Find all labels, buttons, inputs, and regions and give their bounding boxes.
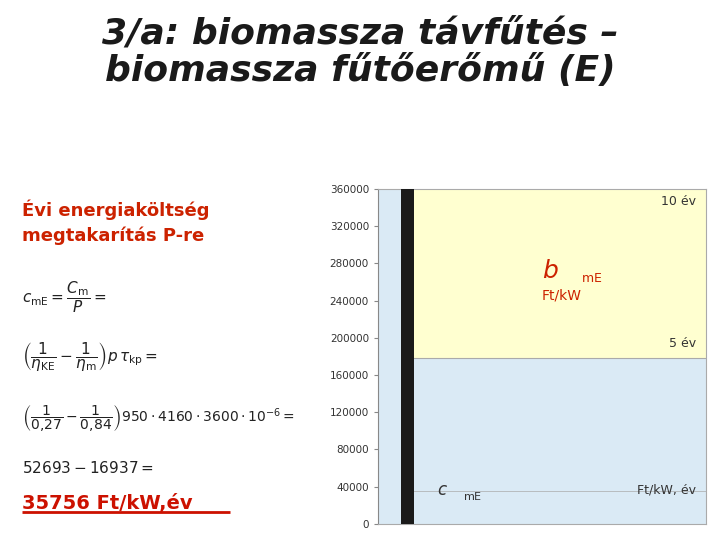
Text: 10 év: 10 év — [661, 194, 696, 207]
Text: Ft/kW, év: Ft/kW, év — [636, 484, 696, 497]
Text: $\mathrm{mE}$: $\mathrm{mE}$ — [581, 272, 603, 285]
Bar — [401, 189, 414, 524]
Bar — [408, 189, 706, 357]
Text: $52693 - 16937 =$: $52693 - 16937 =$ — [22, 460, 153, 476]
Text: $\mathrm{mE}$: $\mathrm{mE}$ — [463, 490, 482, 502]
Text: 5 év: 5 év — [669, 338, 696, 350]
Text: Évi energiaköltség
megtakarítás P-re: Évi energiaköltség megtakarítás P-re — [22, 199, 209, 245]
Text: $c_\mathrm{mE} = \dfrac{C_\mathrm{m}}{P} =$: $c_\mathrm{mE} = \dfrac{C_\mathrm{m}}{P}… — [22, 279, 106, 315]
Text: $\left(\dfrac{1}{\eta_\mathrm{KE}} - \dfrac{1}{\eta_\mathrm{m}}\right) p\,\tau_\: $\left(\dfrac{1}{\eta_\mathrm{KE}} - \df… — [22, 340, 158, 373]
Text: $\left(\dfrac{1}{0{,}27} - \dfrac{1}{0{,}84}\right) 950 \cdot 4160 \cdot 3600 \c: $\left(\dfrac{1}{0{,}27} - \dfrac{1}{0{,… — [22, 403, 294, 434]
Text: Ft/kW: Ft/kW — [541, 288, 582, 302]
Text: $c$: $c$ — [437, 481, 448, 500]
Text: 3/a: biomassza távfűtés –
biomassza fűtőerőmű (E): 3/a: biomassza távfűtés – biomassza fűtő… — [102, 16, 618, 88]
Text: $b$: $b$ — [541, 259, 559, 283]
Text: 35756 Ft/kW,év: 35756 Ft/kW,év — [22, 494, 192, 512]
